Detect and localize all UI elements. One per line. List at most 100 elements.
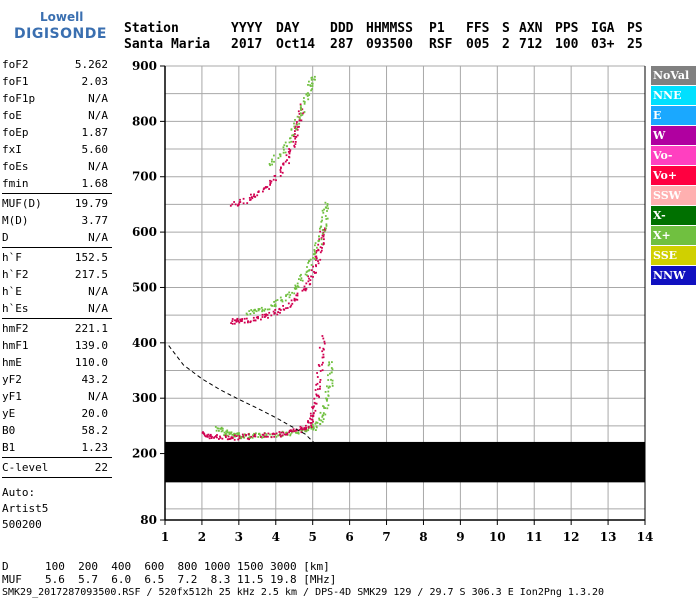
trace-point <box>274 303 277 306</box>
trace-point <box>300 114 302 117</box>
param-name: yF2 <box>2 373 22 386</box>
trace-point <box>294 133 296 135</box>
trace-point <box>261 433 264 436</box>
param-row: foF2 5.262 <box>2 58 108 72</box>
logo-line-2: DIGISONDE <box>14 26 107 42</box>
param-value: 1.87 <box>81 126 109 139</box>
trace-point <box>314 409 317 412</box>
trace-point <box>313 250 316 253</box>
param-row: MUF(D) 19.79 <box>2 197 108 211</box>
trace-point <box>238 203 240 205</box>
trace-point <box>279 311 281 314</box>
trace-point <box>311 423 314 426</box>
param-name: foF2 <box>2 58 29 71</box>
trace-point <box>308 269 311 271</box>
trace-point <box>297 286 300 288</box>
trace-point <box>281 430 284 433</box>
trace-point <box>310 424 312 427</box>
trace-point <box>225 430 228 433</box>
y-tick-label: 700 <box>132 170 157 184</box>
trace-point <box>310 89 312 92</box>
param-name: M(D) <box>2 214 29 227</box>
trace-point <box>321 219 323 222</box>
trace-point <box>231 436 233 439</box>
trace-point <box>226 429 229 432</box>
trace-point <box>313 271 315 273</box>
trace-point <box>247 433 250 436</box>
param-value: N/A <box>88 231 108 244</box>
trace-point <box>285 154 288 157</box>
trace-point <box>277 157 280 159</box>
y-tick-label: 500 <box>132 280 157 294</box>
trace-point <box>326 398 329 400</box>
trace-point <box>321 420 324 423</box>
trace-point <box>267 435 269 438</box>
trace-point <box>292 140 295 143</box>
header-value-station: Santa Maria <box>124 37 211 52</box>
trace-point <box>321 229 324 231</box>
trace-point <box>220 426 223 429</box>
trace-point <box>312 276 314 278</box>
trace-point <box>312 253 315 255</box>
trace-point <box>323 230 326 233</box>
trace-point <box>311 88 313 90</box>
trace-point <box>269 182 272 184</box>
trace-point <box>327 374 329 377</box>
trace-point <box>242 434 245 437</box>
trace-point <box>311 82 313 85</box>
footer-d-values: 100 200 400 600 800 1000 1500 3000 [km] <box>45 560 330 573</box>
trace-point <box>309 283 312 285</box>
trace-point <box>328 361 330 364</box>
trace-point <box>254 435 257 438</box>
x-tick-label: 12 <box>563 530 580 544</box>
trace-point <box>221 437 224 440</box>
trace-point <box>300 277 303 280</box>
trace-point <box>331 385 334 387</box>
divider <box>2 477 112 478</box>
trace-point <box>300 431 303 434</box>
header-label-day: DAY <box>276 21 300 36</box>
trace-point <box>310 275 312 278</box>
trace-point <box>319 423 321 425</box>
trace-point <box>305 282 308 285</box>
trace-point <box>239 198 241 201</box>
trace-point <box>313 427 315 430</box>
trace-point <box>284 299 287 302</box>
legend-item-vo: Vo- <box>651 146 696 166</box>
trace-point <box>320 238 323 241</box>
param-value: N/A <box>88 302 108 315</box>
trace-point <box>301 114 304 116</box>
trace-point <box>293 146 296 148</box>
param-value: 43.2 <box>81 373 109 386</box>
trace-point <box>321 234 324 237</box>
trace-point <box>276 299 279 301</box>
trace-point <box>263 313 266 316</box>
trace-point <box>322 235 325 238</box>
param-value: 110.0 <box>74 356 108 369</box>
trace-point <box>235 435 238 437</box>
trace-point <box>327 390 330 393</box>
header-value-year: 2017 <box>231 37 263 52</box>
trace-point <box>230 432 232 435</box>
trace-point <box>234 203 237 206</box>
trace-point <box>257 317 259 320</box>
trace-point <box>290 140 293 143</box>
trace-point <box>311 406 313 409</box>
chart-y-ticks: 80 200 300 400 500 600 700 800 900 <box>132 59 165 527</box>
trace-point <box>221 429 224 432</box>
header-value-axn: 712 <box>519 37 543 52</box>
trace-point <box>313 253 316 256</box>
trace-point <box>303 97 305 99</box>
trace-point <box>318 365 321 367</box>
trace-point <box>317 262 320 265</box>
trace-point <box>296 115 299 118</box>
trace-point <box>312 414 314 417</box>
trace-point <box>265 433 268 436</box>
trace-point <box>321 416 324 418</box>
trace-point <box>288 148 290 150</box>
param-value: 22 <box>94 461 108 474</box>
param-value: N/A <box>88 160 108 173</box>
x-tick-label: 7 <box>382 530 390 544</box>
trace-point <box>326 407 329 410</box>
trace-point <box>233 201 235 203</box>
